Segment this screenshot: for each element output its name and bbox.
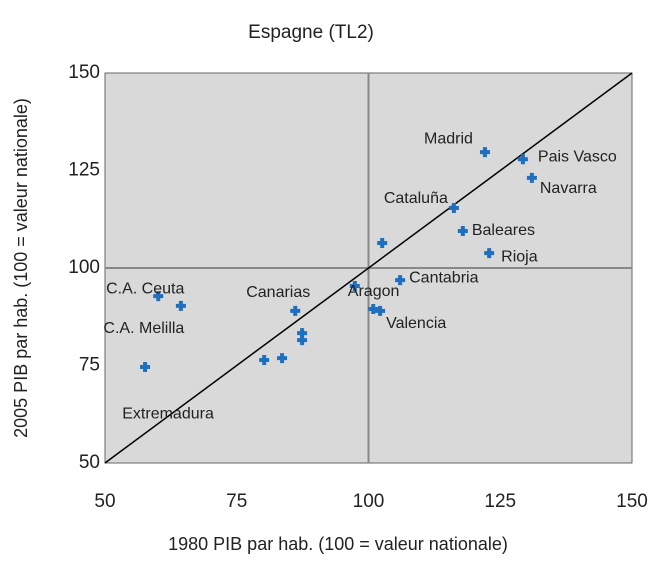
point-label: Navarra <box>540 180 597 197</box>
point <box>277 353 288 364</box>
point-label: Baleares <box>472 222 535 239</box>
x-axis-label: 1980 PIB par hab. (100 = valeur national… <box>168 534 508 554</box>
chart-title: Espagne (TL2) <box>248 22 374 43</box>
diagonal-line <box>104 72 633 464</box>
point-label: C.A. Melilla <box>103 320 184 337</box>
point <box>457 225 468 236</box>
point-label: Pais Vasco <box>538 148 617 165</box>
point <box>484 248 495 259</box>
point <box>448 202 459 213</box>
point <box>368 303 379 314</box>
point <box>297 328 308 339</box>
point-label: Extremadura <box>122 405 214 422</box>
point <box>517 154 528 165</box>
point-label: Valencia <box>386 315 446 332</box>
point-label: Canarias <box>246 284 310 301</box>
point-label: Rioja <box>501 248 538 265</box>
point <box>395 275 406 286</box>
point <box>479 147 490 158</box>
point-label: Madrid <box>424 130 473 147</box>
point <box>153 291 164 302</box>
y-tick-label: 50 <box>79 452 100 473</box>
point-label: Cantabria <box>409 269 478 286</box>
point <box>290 305 301 316</box>
point <box>349 280 360 291</box>
x-tick-label: 50 <box>94 491 115 512</box>
point <box>175 300 186 311</box>
y-tick-label: 75 <box>79 355 100 376</box>
point-label: Cataluña <box>384 190 448 207</box>
point <box>526 172 537 183</box>
y-tick-label: 150 <box>68 62 100 83</box>
point <box>375 305 386 316</box>
x-tick-label: 75 <box>226 491 247 512</box>
point <box>297 335 308 346</box>
y-tick-label: 125 <box>68 160 100 181</box>
point <box>377 238 388 249</box>
point-label: Aragon <box>348 283 400 300</box>
point <box>140 362 151 373</box>
point-label: C.A. Ceuta <box>106 280 184 297</box>
x-tick-label: 150 <box>616 491 648 512</box>
x-tick-label: 100 <box>353 491 385 512</box>
point <box>259 355 270 366</box>
x-tick-label: 125 <box>484 491 516 512</box>
y-axis-label: 2005 PIB par hab. (100 = valeur national… <box>11 98 31 438</box>
y-tick-label: 100 <box>68 257 100 278</box>
